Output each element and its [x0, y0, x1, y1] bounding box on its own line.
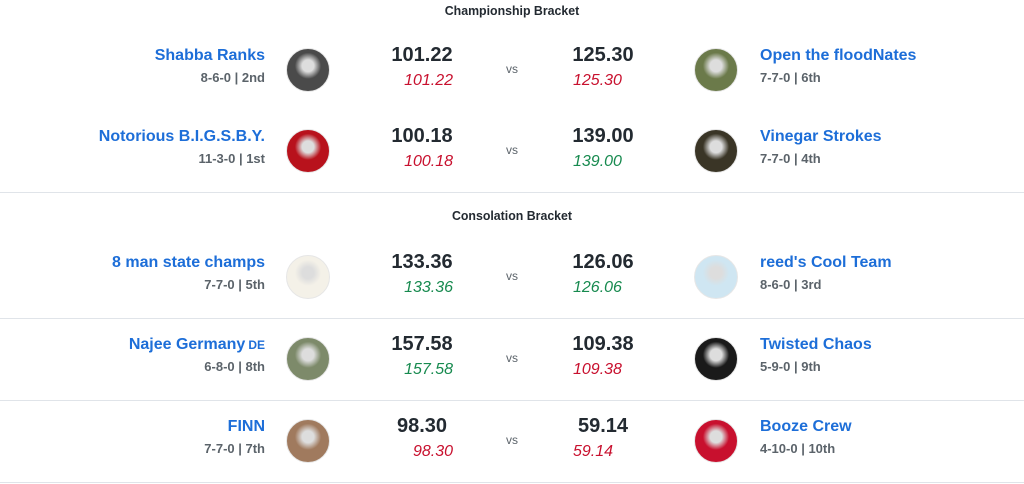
team-name-right[interactable]: Open the floodNates — [760, 47, 916, 65]
team-link[interactable]: Vinegar Strokes — [760, 128, 882, 145]
vs-label: vs — [506, 269, 518, 283]
projected-score: 133.36 — [404, 279, 453, 296]
projected-score: 139.00 — [573, 153, 622, 170]
vs-label: vs — [506, 62, 518, 76]
projected-score: 101.22 — [404, 72, 453, 89]
vs-label: vs — [506, 433, 518, 447]
team-score: 100.18 — [391, 125, 453, 147]
team-avatar[interactable] — [694, 419, 738, 463]
projected-score: 109.38 — [573, 361, 622, 378]
team-avatar[interactable] — [286, 419, 330, 463]
team-score: 139.00 — [572, 125, 634, 147]
team-avatar[interactable] — [694, 337, 738, 381]
team-score: 98.30 — [396, 415, 448, 437]
team-record: 6-8-0 | 8th — [204, 359, 265, 374]
team-record: 7-7-0 | 7th — [204, 441, 265, 456]
matchup-row[interactable]: Najee Germany DE 6-8-0 | 8th 157.58 157.5… — [0, 318, 1024, 401]
team-score: 133.36 — [391, 251, 453, 273]
team-avatar[interactable] — [286, 255, 330, 299]
team-name-left[interactable]: 8 man state champs — [112, 254, 265, 272]
team-link[interactable]: Twisted Chaos — [760, 336, 872, 353]
vs-label: vs — [506, 351, 518, 365]
team-name-right[interactable]: Booze Crew — [760, 418, 852, 436]
team-score: 59.14 — [577, 415, 629, 437]
team-name-right[interactable]: Twisted Chaos — [760, 336, 872, 354]
team-record: 7-7-0 | 5th — [204, 277, 265, 292]
team-record: 7-7-0 | 6th — [760, 70, 821, 85]
team-score: 101.22 — [391, 44, 453, 66]
projected-score: 98.30 — [412, 443, 453, 460]
team-link[interactable]: Notorious B.I.G.S.B.Y. — [98, 128, 265, 145]
team-record: 7-7-0 | 4th — [760, 151, 821, 166]
bracket-heading: Consolation Bracket — [451, 208, 573, 223]
projected-score: 59.14 — [573, 443, 614, 460]
matchup-row[interactable]: Shabba Ranks 8-6-0 | 2nd 101.22 101.22 vs… — [0, 29, 1024, 111]
team-link[interactable]: Shabba Ranks — [154, 47, 265, 64]
team-avatar[interactable] — [694, 129, 738, 173]
team-avatar[interactable] — [286, 129, 330, 173]
projected-score: 100.18 — [404, 153, 453, 170]
team-link[interactable]: reed's Cool Team — [760, 254, 892, 271]
team-name-left[interactable]: FINN — [228, 418, 265, 436]
team-name-right[interactable]: Vinegar Strokes — [760, 128, 882, 146]
team-avatar[interactable] — [694, 48, 738, 92]
team-record: 5-9-0 | 9th — [760, 359, 821, 374]
team-score: 126.06 — [572, 251, 634, 273]
team-score: 109.38 — [572, 333, 634, 355]
team-name-left[interactable]: Najee Germany DE — [129, 336, 265, 354]
projected-score: 125.30 — [573, 72, 622, 89]
team-link[interactable]: Booze Crew — [760, 418, 852, 435]
team-avatar[interactable] — [286, 337, 330, 381]
projected-score: 126.06 — [573, 279, 622, 296]
position-badge: DE — [248, 338, 265, 352]
team-record: 11-3-0 | 1st — [198, 151, 265, 166]
team-name-left[interactable]: Shabba Ranks — [155, 47, 265, 65]
team-record: 4-10-0 | 10th — [760, 441, 836, 456]
matchup-row[interactable]: FINN 7-7-0 | 7th 98.30 98.30 vs Booze Crew… — [0, 400, 1024, 483]
team-name-left[interactable]: Notorious B.I.G.S.B.Y. — [99, 128, 265, 146]
team-score: 125.30 — [572, 44, 634, 66]
team-score: 157.58 — [391, 333, 453, 355]
team-link[interactable]: FINN — [227, 418, 265, 435]
projected-score: 157.58 — [404, 361, 453, 378]
team-avatar[interactable] — [694, 255, 738, 299]
team-link[interactable]: 8 man state champs — [112, 254, 265, 271]
team-name-right[interactable]: reed's Cool Team — [760, 254, 892, 272]
team-link[interactable]: Open the floodNates — [760, 47, 917, 64]
vs-label: vs — [506, 143, 518, 157]
team-avatar[interactable] — [286, 48, 330, 92]
matchup-row[interactable]: 8 man state champs 7-7-0 | 5th 133.36 13… — [0, 236, 1024, 319]
team-record: 8-6-0 | 3rd — [760, 277, 822, 292]
matchup-row[interactable]: Notorious B.I.G.S.B.Y. 11-3-0 | 1st 100.… — [0, 110, 1024, 193]
team-record: 8-6-0 | 2nd — [200, 70, 265, 85]
bracket-heading: Championship Bracket — [444, 3, 580, 18]
team-link[interactable]: Najee Germany — [128, 336, 246, 353]
